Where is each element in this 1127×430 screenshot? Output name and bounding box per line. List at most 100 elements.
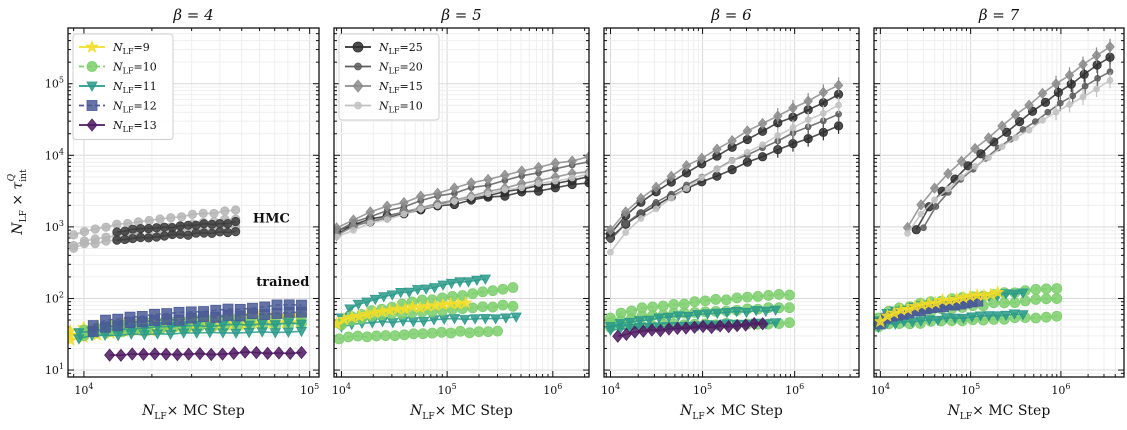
data-point	[944, 185, 952, 193]
data-point	[688, 320, 701, 334]
legend-label: NLF=10	[112, 61, 157, 76]
plot-area	[334, 150, 589, 345]
data-point	[296, 306, 307, 318]
data-point	[343, 331, 354, 343]
data-point	[295, 345, 308, 360]
data-point	[605, 224, 616, 236]
data-point	[228, 346, 240, 361]
data-point	[448, 314, 461, 325]
data-point	[234, 310, 246, 322]
data-point	[462, 277, 475, 288]
data-point	[489, 314, 502, 325]
series-hmc-0-line	[915, 56, 1111, 231]
data-point	[607, 248, 614, 256]
data-point	[1030, 294, 1042, 305]
data-point	[159, 231, 170, 241]
series-hmc-3-line	[609, 104, 839, 253]
data-point	[247, 308, 258, 320]
data-point	[471, 275, 483, 286]
data-point	[1017, 288, 1029, 299]
data-point	[620, 327, 632, 342]
x-axis-label: NLF× MC Step	[947, 403, 1051, 422]
data-point	[215, 219, 225, 229]
data-point	[784, 317, 795, 329]
data-point	[295, 319, 308, 330]
data-point	[991, 311, 1004, 322]
data-point	[652, 205, 660, 213]
data-point	[637, 209, 645, 216]
data-point	[426, 327, 438, 339]
data-point	[1051, 310, 1063, 322]
data-point	[680, 321, 692, 335]
data-point	[161, 314, 173, 325]
data-point	[215, 227, 225, 237]
data-point	[383, 216, 391, 224]
data-point	[500, 313, 512, 324]
data-point	[1040, 311, 1052, 323]
data-point	[1024, 99, 1034, 111]
data-point	[633, 316, 646, 327]
data-point	[742, 157, 752, 167]
data-point	[497, 283, 509, 295]
data-point	[204, 322, 216, 333]
data-point	[917, 210, 925, 218]
data-point	[1017, 310, 1029, 321]
data-point	[1040, 97, 1051, 107]
data-point	[479, 274, 492, 285]
data-point	[1051, 283, 1063, 294]
data-point	[940, 313, 953, 324]
data-point	[361, 331, 373, 343]
legend-label: NLF=25	[378, 41, 423, 56]
data-point	[199, 219, 209, 229]
data-point	[183, 347, 195, 361]
panel-title: β = 5	[440, 6, 481, 24]
data-point	[1000, 289, 1012, 300]
data-point	[1000, 310, 1012, 322]
data-point	[143, 233, 154, 243]
data-point	[191, 320, 203, 332]
data-point	[467, 288, 479, 300]
series-hmc-2-line	[906, 46, 1111, 229]
legend-label: NLF=11	[112, 80, 157, 95]
y-tick-label: 102	[45, 290, 64, 305]
data-point	[731, 307, 743, 318]
data-point	[1030, 312, 1042, 324]
data-point	[501, 186, 509, 193]
series-hmc-0-line	[609, 93, 839, 235]
data-point	[710, 294, 722, 305]
x-tick-label: 106	[543, 382, 562, 397]
data-point	[518, 184, 526, 192]
data-point	[334, 333, 345, 345]
data-point	[151, 223, 162, 233]
data-point	[112, 235, 122, 245]
data-point	[1012, 134, 1019, 142]
data-point	[672, 311, 685, 322]
series-hmc-0-line	[73, 209, 236, 236]
data-point	[784, 302, 795, 314]
data-point	[269, 320, 281, 331]
data-point	[667, 194, 675, 202]
x-tick-label: 105	[300, 382, 319, 397]
data-point	[1010, 109, 1021, 121]
series-n-lf-10-line	[336, 172, 589, 238]
data-point	[1040, 293, 1052, 305]
data-point	[567, 155, 577, 167]
legend-marker	[86, 118, 98, 132]
data-point	[284, 346, 296, 361]
legend-box	[72, 33, 174, 140]
data-point	[744, 148, 751, 156]
data-point	[370, 330, 382, 342]
data-point	[231, 205, 241, 215]
data-point	[698, 174, 706, 181]
data-point	[607, 236, 614, 244]
data-point	[369, 294, 381, 306]
data-point	[151, 232, 162, 242]
data-point	[1030, 284, 1042, 295]
x-tick-label: 106	[1051, 382, 1070, 397]
axes-frame	[873, 27, 1125, 378]
data-point	[395, 287, 407, 299]
data-point	[177, 212, 187, 222]
series-hmc-1-line	[922, 70, 1111, 229]
